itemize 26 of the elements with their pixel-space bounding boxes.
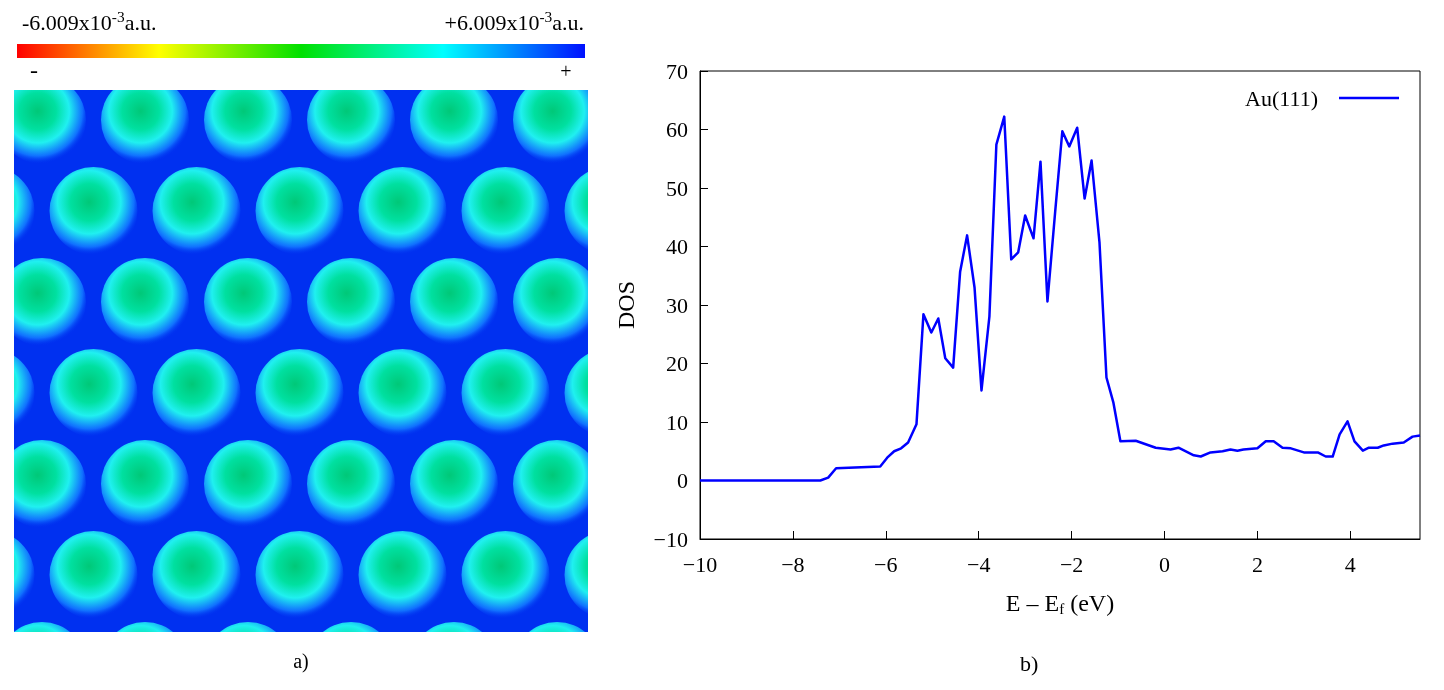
x-tick-label: −4 [967,551,991,577]
text: - [30,57,38,83]
text: a) [293,650,309,673]
x-tick-label: −2 [1059,551,1084,577]
y-tick-label: 30 [666,292,688,318]
legend-label: Au(111) [1245,85,1318,111]
y-tick-label: 20 [666,351,688,376]
x-tick-label: 2 [1251,551,1263,577]
text: -6.009x10$^{-3}$a.u. [22,7,157,35]
text: b) [1020,650,1039,676]
x-tick-label: 4 [1344,551,1356,577]
x-tick-label: −8 [781,551,805,577]
y-axis-title: DOS [613,280,639,330]
y-tick-label: 70 [666,58,688,84]
text: + [560,60,572,82]
y-tick-label: −10 [653,526,688,552]
y-tick-label: 0 [677,468,688,493]
line-series [698,115,1422,482]
y-tick-label: 50 [666,175,688,201]
y-tick-label: 40 [666,234,688,259]
text: +6.009x10$^{-3}$a.u. [444,7,584,35]
y-tick-label: 10 [666,409,688,435]
y-tick-label: 60 [666,117,688,142]
x-tick-label: −6 [874,551,898,577]
x-tick-label: 0 [1159,551,1171,577]
x-tick-label: −10 [682,551,718,577]
